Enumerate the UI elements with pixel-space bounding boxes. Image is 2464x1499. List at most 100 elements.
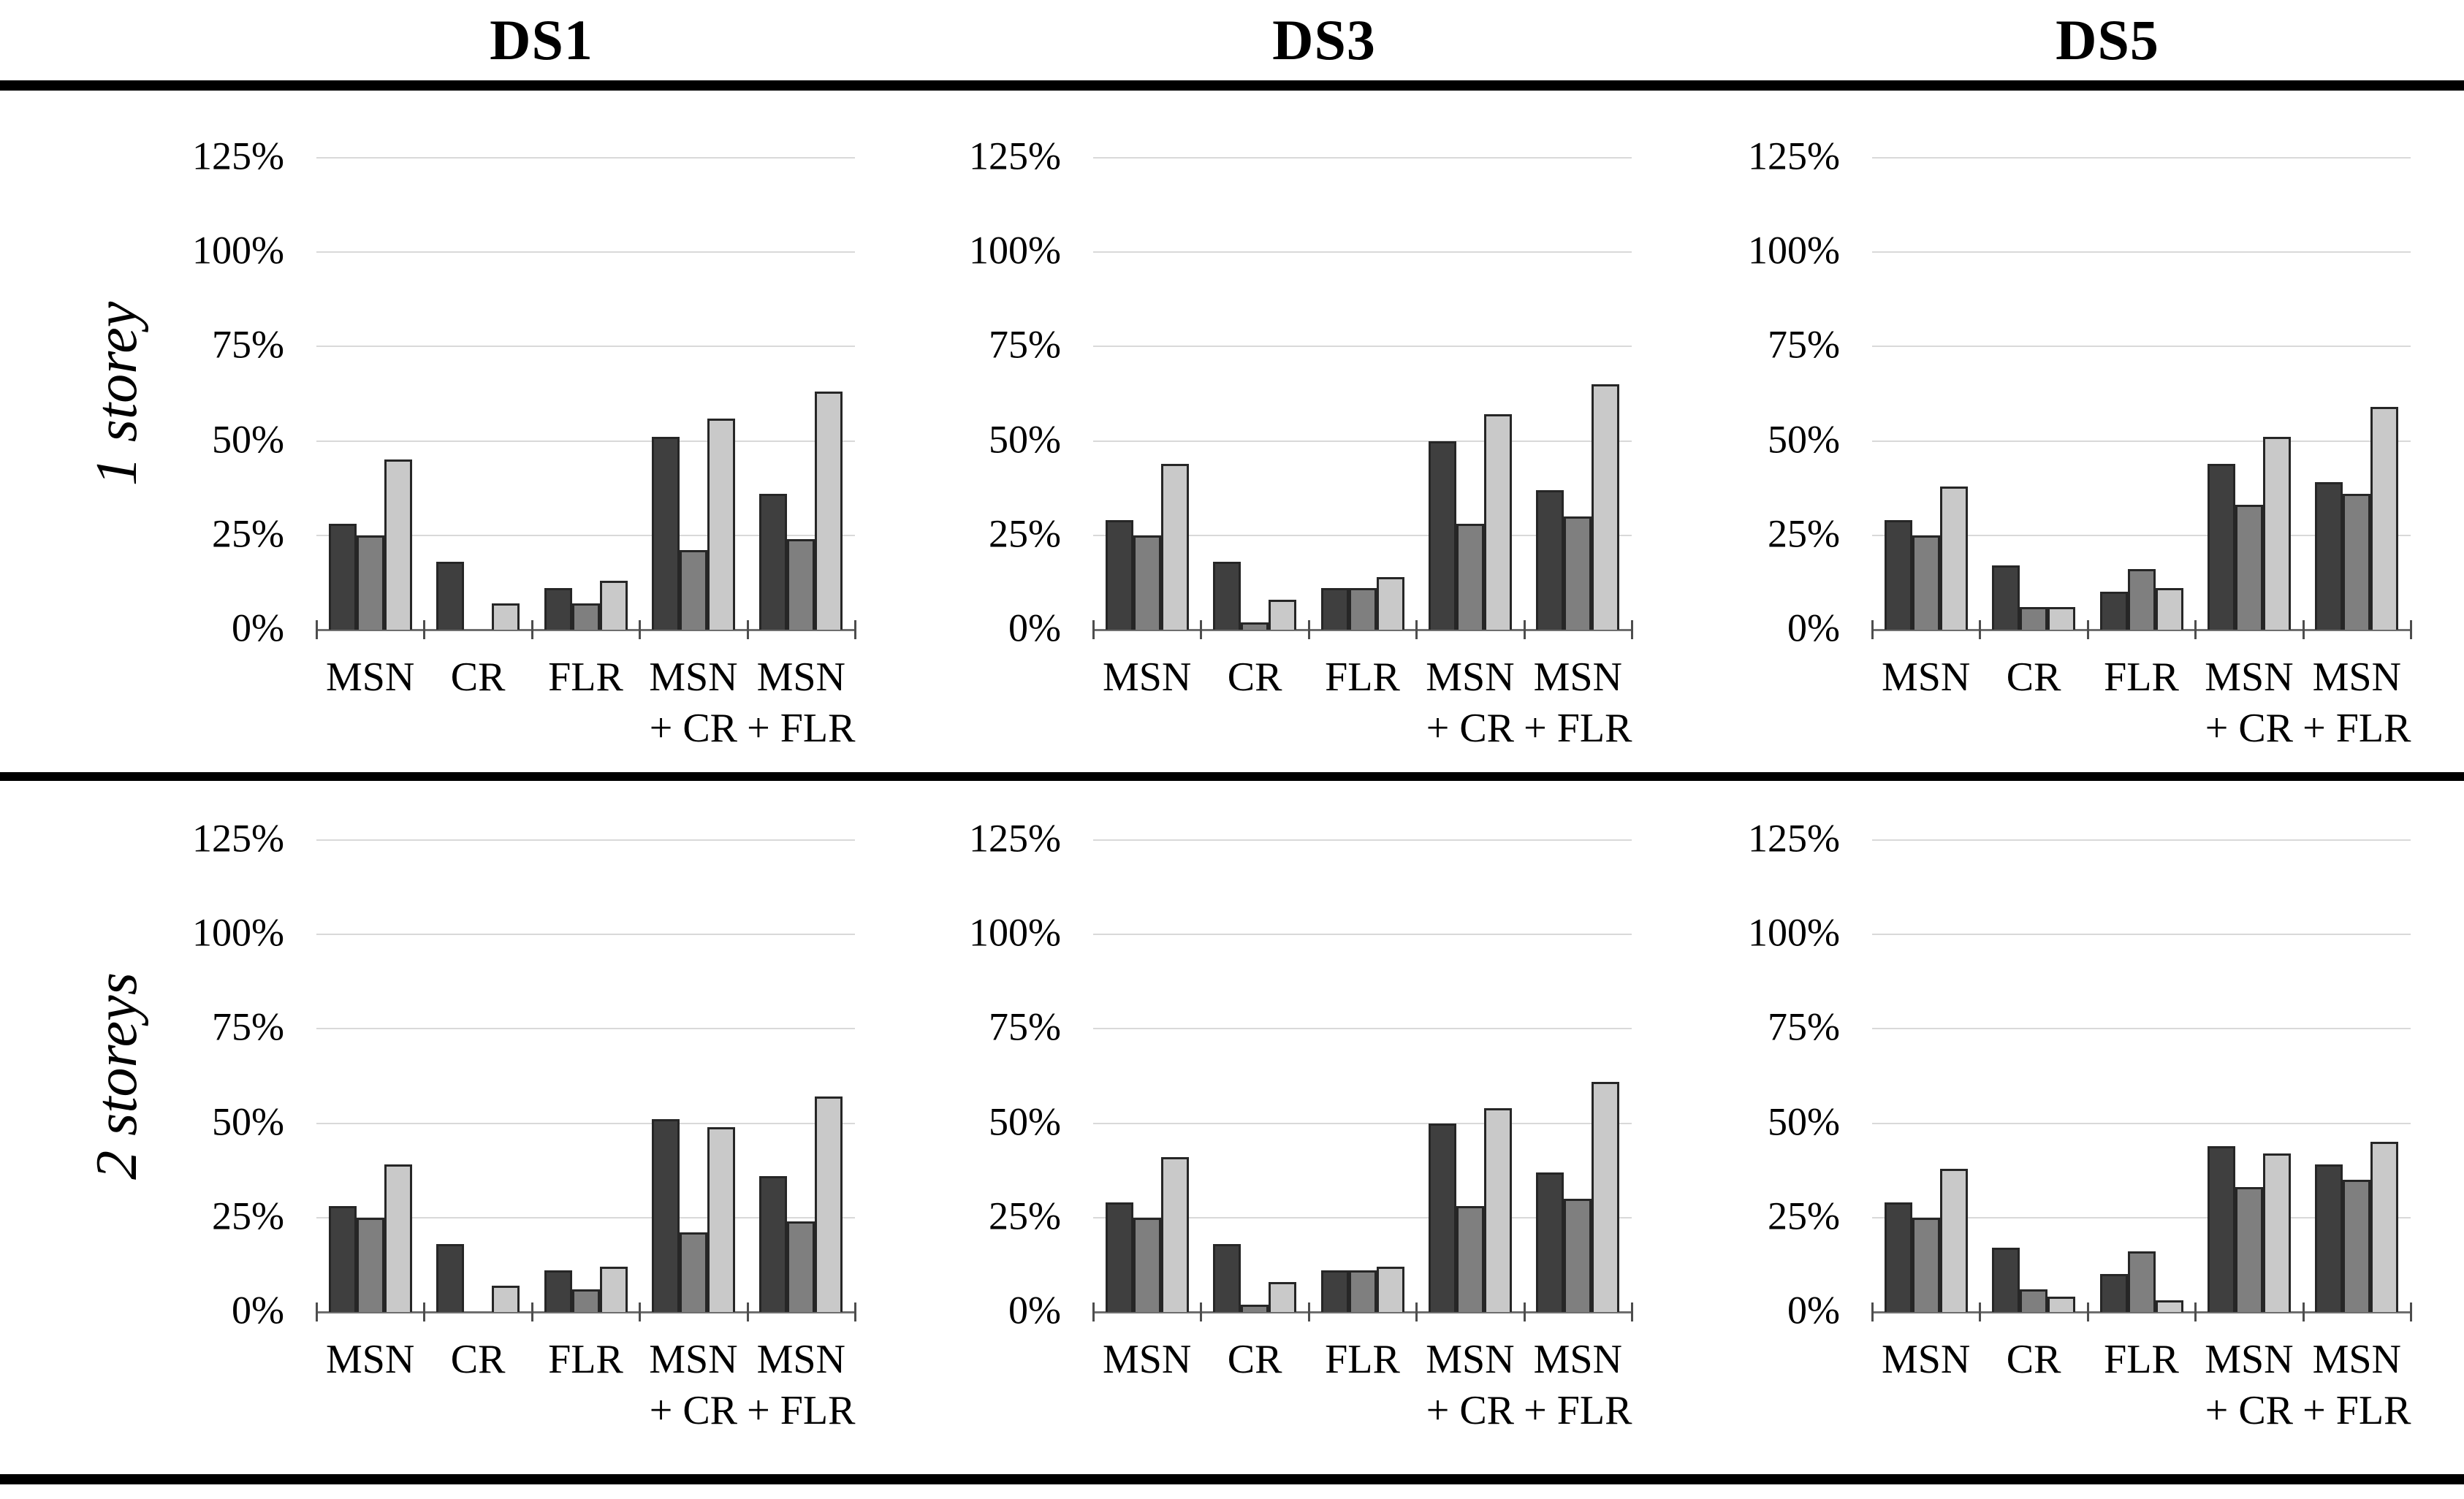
x-axis-tick: [1871, 620, 1874, 639]
bar-light-grey-MSN+CR: [707, 1126, 735, 1312]
x-axis-tick: [2194, 1302, 2197, 1321]
x-axis-tick: [423, 620, 426, 639]
bar-light-grey-FLR: [599, 580, 628, 630]
gridline-125%: [316, 839, 855, 841]
bar-light-grey-CR: [2047, 606, 2076, 630]
y-axis-tick-label: 100%: [1748, 910, 1840, 955]
category-label-MSN+FLR: MSN: [2312, 655, 2401, 700]
bar-mid-grey-CR: [2020, 1289, 2048, 1312]
x-axis-tick: [639, 620, 642, 639]
x-axis-tick: [1523, 620, 1526, 639]
bar-mid-grey-FLR: [2127, 569, 2156, 630]
x-axis-tick: [1979, 1302, 1982, 1321]
x-axis-tick: [854, 620, 856, 639]
category-label-MSN+CR: MSN: [1426, 1337, 1515, 1382]
bar-mid-grey-MSN+CR: [679, 550, 707, 630]
bar-dark-grey-FLR: [544, 1270, 572, 1312]
bar-dark-grey-MSN+CR: [651, 437, 680, 630]
bar-dark-grey-CR: [1992, 565, 2020, 630]
bar-mid-grey-FLR: [571, 1289, 600, 1312]
x-axis-tick: [1200, 1302, 1203, 1321]
y-axis-tick-label: 0%: [232, 606, 284, 650]
bar-dark-grey-MSN+CR: [1428, 440, 1456, 630]
bar-light-grey-MSN+FLR: [815, 1096, 843, 1312]
gridline-50%: [1872, 440, 2411, 442]
y-axis-tick-label: 50%: [212, 417, 284, 462]
column-title-ds1: DS1: [490, 8, 593, 72]
category-label-MSN: MSN: [1881, 1337, 1971, 1382]
x-axis-tick: [1092, 1302, 1095, 1321]
y-axis-tick-label: 125%: [1748, 816, 1840, 861]
bar-mid-grey-MSN+FLR: [2343, 493, 2371, 630]
bar-dark-grey-MSN+FLR: [1536, 489, 1564, 630]
bar-dark-grey-MSN: [328, 1206, 357, 1312]
bar-light-grey-MSN: [1939, 1168, 1968, 1312]
bar-light-grey-MSN+CR: [2262, 437, 2291, 630]
y-axis-tick-label: 75%: [989, 1004, 1061, 1049]
bar-light-grey-MSN: [1939, 486, 1968, 630]
bar-dark-grey-MSN: [1105, 1202, 1133, 1312]
category-label-FLR: FLR: [1325, 1337, 1400, 1382]
y-axis-tick-label: 0%: [1008, 1288, 1061, 1332]
gridline-100%: [316, 251, 855, 253]
y-axis-tick-label: 50%: [1768, 417, 1840, 462]
x-axis-tick: [2194, 620, 2197, 639]
y-axis-tick-label: 125%: [192, 134, 284, 178]
category-label-MSN+CR: MSN: [2205, 655, 2294, 700]
bar-light-grey-MSN+FLR: [2370, 1142, 2399, 1312]
x-axis-tick: [746, 1302, 749, 1321]
bar-mid-grey-MSN+FLR: [787, 1221, 815, 1312]
y-axis-tick-label: 75%: [1768, 322, 1840, 367]
bar-dark-grey-CR: [1992, 1248, 2020, 1312]
x-axis-baseline: [316, 629, 855, 631]
bar-dark-grey-MSN+CR: [2207, 1145, 2235, 1312]
bar-light-grey-MSN+FLR: [815, 392, 843, 630]
bar-mid-grey-MSN: [356, 1217, 384, 1312]
gridline-50%: [316, 1122, 855, 1124]
bar-mid-grey-MSN+CR: [2235, 505, 2263, 630]
bar-mid-grey-MSN+CR: [2235, 1187, 2263, 1312]
gridline-25%: [1093, 1216, 1632, 1218]
y-axis-tick-label: 125%: [1748, 134, 1840, 178]
bar-dark-grey-MSN+FLR: [1536, 1172, 1564, 1312]
bar-light-grey-MSN+FLR: [2370, 407, 2399, 630]
bar-mid-grey-MSN+FLR: [1564, 516, 1592, 630]
gridline-25%: [1872, 534, 2411, 536]
category-label-MSN: MSN: [1102, 655, 1192, 700]
x-axis-tick: [1415, 1302, 1418, 1321]
category-sublabel-MSN+CR: + CR: [2205, 706, 2294, 751]
x-axis-baseline: [1093, 629, 1632, 631]
y-axis-tick-label: 25%: [1768, 1194, 1840, 1238]
x-axis-baseline: [1872, 629, 2411, 631]
bar-light-grey-MSN+FLR: [1592, 1081, 1620, 1312]
y-axis-tick-label: 100%: [192, 910, 284, 955]
category-label-CR: CR: [2006, 655, 2061, 700]
row-label-1-storey: 1 storey: [85, 301, 149, 487]
x-axis-tick: [639, 1302, 642, 1321]
bar-dark-grey-MSN+CR: [651, 1119, 680, 1312]
bar-light-grey-FLR: [1376, 1266, 1404, 1312]
bar-dark-grey-MSN+FLR: [759, 1175, 788, 1312]
bottom-rule: [0, 1474, 2464, 1484]
gridline-50%: [1872, 1122, 2411, 1124]
bar-dark-grey-CR: [436, 561, 465, 630]
x-axis-baseline: [1872, 1311, 2411, 1313]
gridline-75%: [1093, 346, 1632, 348]
category-label-MSN+FLR: MSN: [756, 1337, 845, 1382]
bar-light-grey-FLR: [2155, 1300, 2183, 1312]
category-sublabel-MSN+CR: + CR: [1426, 706, 1515, 751]
category-label-CR: CR: [1227, 655, 1282, 700]
bar-light-grey-MSN: [384, 1164, 412, 1312]
gridline-100%: [1093, 251, 1632, 253]
column-title-ds3: DS3: [1272, 8, 1376, 72]
bar-light-grey-MSN: [1160, 463, 1189, 630]
x-axis-tick: [1307, 620, 1310, 639]
y-axis-tick-label: 75%: [1768, 1004, 1840, 1049]
x-axis-tick: [1631, 1302, 1633, 1321]
bar-dark-grey-FLR: [544, 588, 572, 630]
y-axis-tick-label: 50%: [212, 1099, 284, 1144]
bar-dark-grey-CR: [1213, 1243, 1241, 1312]
gridline-100%: [1093, 934, 1632, 936]
x-axis-tick: [1523, 1302, 1526, 1321]
x-axis-tick: [2410, 620, 2412, 639]
